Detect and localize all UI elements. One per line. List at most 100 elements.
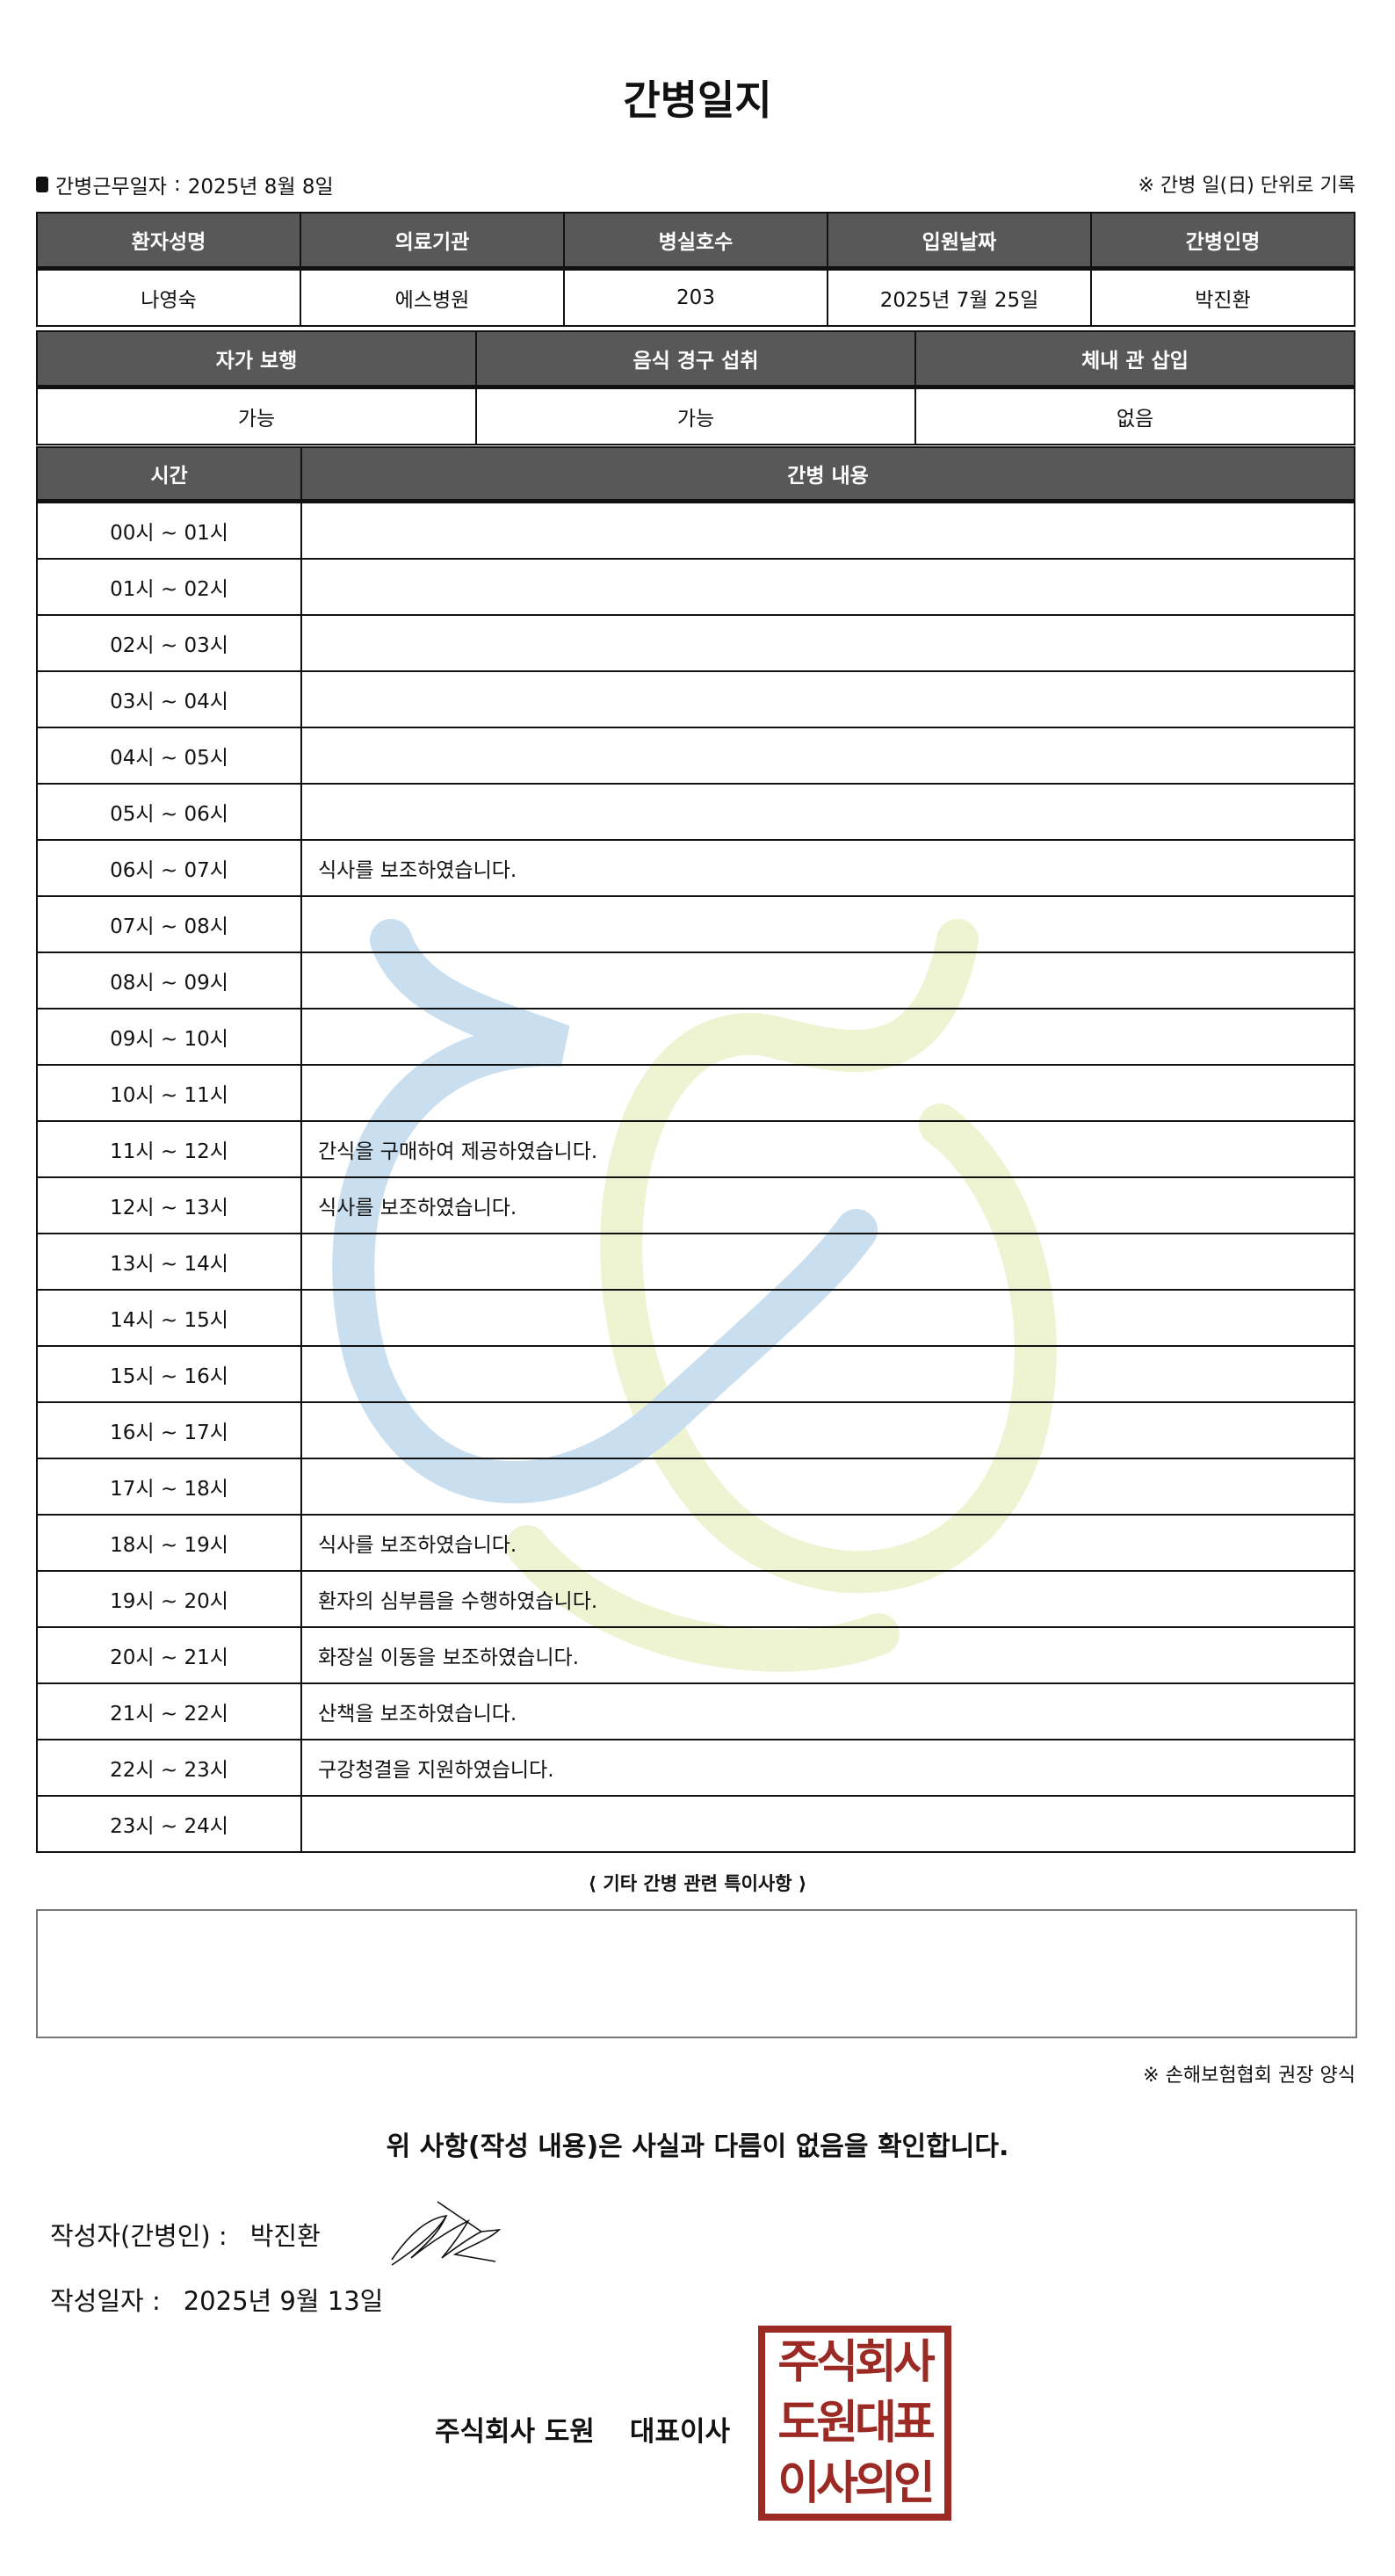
care-content	[300, 1289, 1355, 1347]
form-note: ※ 손해보험협회 권장 양식	[1143, 2065, 1355, 2087]
header-oral-intake: 음식 경구 섭취	[475, 330, 916, 389]
signature	[391, 2201, 502, 2266]
care-content: 화장실 이동을 보조하였습니다.	[300, 1626, 1355, 1684]
special-notes-box	[36, 1909, 1357, 2038]
write-date-value: 2025년 9월 13일	[183, 2286, 384, 2316]
table-row: 10시 ~ 11시	[36, 1064, 1355, 1122]
time-slot: 06시 ~ 07시	[36, 839, 302, 897]
header-time: 시간	[36, 446, 302, 503]
header-care-content: 간병 내용	[300, 446, 1355, 503]
care-log-table: 시간 간병 내용 00시 ~ 01시 01시 ~ 02시 02시 ~ 03시 03시 …	[36, 446, 1355, 1853]
table-row: 09시 ~ 10시	[36, 1008, 1355, 1066]
time-slot: 01시 ~ 02시	[36, 558, 302, 616]
work-date-value: 2025년 8월 8일	[187, 176, 334, 199]
header-patient-name: 환자성명	[36, 212, 301, 271]
time-slot: 11시 ~ 12시	[36, 1120, 302, 1178]
tube-value: 없음	[914, 386, 1355, 445]
write-date-label: 작성일자 :	[50, 2286, 161, 2316]
table-row: 00시 ~ 01시	[36, 500, 1355, 560]
caregiver-name: 박진환	[1090, 267, 1355, 327]
work-date: 간병근무일자 : 2025년 8월 8일	[36, 170, 334, 199]
care-content	[300, 1401, 1355, 1459]
table-row: 14시 ~ 15시	[36, 1289, 1355, 1347]
writer-name: 박진환	[249, 2221, 321, 2251]
company-name: 주식회사 도원	[435, 2416, 595, 2448]
time-slot: 22시 ~ 23시	[36, 1739, 302, 1797]
seal-line: 도원대표	[777, 2396, 935, 2449]
table-row: 18시 ~ 19시 식사를 보조하였습니다.	[36, 1514, 1355, 1572]
time-slot: 18시 ~ 19시	[36, 1514, 302, 1572]
walking-value: 가능	[36, 386, 477, 445]
header-hospital: 의료기관	[300, 212, 565, 271]
care-content: 구강청결을 지원하였습니다.	[300, 1739, 1355, 1797]
care-content: 식사를 보조하였습니다.	[300, 1514, 1355, 1572]
bullet-icon	[36, 177, 48, 192]
header-walking: 자가 보행	[36, 330, 477, 389]
table-row: 04시 ~ 05시	[36, 727, 1355, 785]
room-number: 203	[563, 267, 828, 327]
time-slot: 21시 ~ 22시	[36, 1682, 302, 1740]
table-row: 03시 ~ 04시	[36, 670, 1355, 728]
header-room: 병실호수	[563, 212, 828, 271]
care-content: 환자의 심부름을 수행하였습니다.	[300, 1570, 1355, 1628]
work-date-label: 간병근무일자	[55, 176, 167, 199]
care-content	[300, 1233, 1355, 1291]
care-content	[300, 1345, 1355, 1403]
time-slot: 07시 ~ 08시	[36, 895, 302, 953]
care-content: 간식을 구매하여 제공하였습니다.	[300, 1120, 1355, 1178]
care-content	[300, 1008, 1355, 1066]
care-content	[300, 952, 1355, 1009]
care-content	[300, 500, 1355, 560]
table-row: 02시 ~ 03시	[36, 614, 1355, 672]
seal-line: 주식회사	[777, 2336, 935, 2390]
time-slot: 20시 ~ 21시	[36, 1626, 302, 1684]
time-slot: 19시 ~ 20시	[36, 1570, 302, 1628]
time-slot: 00시 ~ 01시	[36, 500, 302, 560]
care-content	[300, 783, 1355, 841]
hospital: 에스병원	[300, 267, 565, 327]
table-row: 22시 ~ 23시 구강청결을 지원하였습니다.	[36, 1739, 1355, 1797]
care-log-body: 00시 ~ 01시 01시 ~ 02시 02시 ~ 03시 03시 ~ 04시 04시 …	[36, 500, 1355, 1853]
table-row: 15시 ~ 16시	[36, 1345, 1355, 1403]
unit-note: ※ 간병 일(日) 단위로 기록	[1138, 175, 1356, 197]
time-slot: 16시 ~ 17시	[36, 1401, 302, 1459]
care-content	[300, 895, 1355, 953]
patient-info-table: 환자성명 의료기관 병실호수 입원날짜 간병인명 나영숙 에스병원 203 20…	[36, 212, 1355, 327]
care-content	[300, 1064, 1355, 1122]
company-title: 대표이사	[629, 2416, 731, 2448]
care-content: 식사를 보조하였습니다.	[300, 839, 1355, 897]
special-notes-label: ⟨ 기타 간병 관련 특이사항 ⟩	[588, 1873, 807, 1894]
table-row: 05시 ~ 06시	[36, 783, 1355, 841]
write-date: 작성일자 : 2025년 9월 13일	[50, 2281, 383, 2318]
company-seal: 주식회사 도원대표 이사의인	[758, 2326, 951, 2521]
patient-name: 나영숙	[36, 267, 301, 327]
table-row: 21시 ~ 22시 산책을 보조하였습니다.	[36, 1682, 1355, 1740]
header-tube: 체내 관 삽입	[914, 330, 1355, 389]
patient-status-table: 자가 보행 음식 경구 섭취 체내 관 삽입 가능 가능 없음	[36, 330, 1355, 445]
work-date-separator: :	[173, 173, 181, 196]
care-content	[300, 1795, 1355, 1853]
table-row: 23시 ~ 24시	[36, 1795, 1355, 1853]
time-slot: 05시 ~ 06시	[36, 783, 302, 841]
table-row: 07시 ~ 08시	[36, 895, 1355, 953]
time-slot: 09시 ~ 10시	[36, 1008, 302, 1066]
care-content: 식사를 보조하였습니다.	[300, 1176, 1355, 1234]
page-title: 간병일지	[623, 76, 772, 124]
time-slot: 17시 ~ 18시	[36, 1458, 302, 1516]
time-slot: 13시 ~ 14시	[36, 1233, 302, 1291]
table-row: 20시 ~ 21시 화장실 이동을 보조하였습니다.	[36, 1626, 1355, 1684]
table-row: 12시 ~ 13시 식사를 보조하였습니다.	[36, 1176, 1355, 1234]
table-row: 19시 ~ 20시 환자의 심부름을 수행하였습니다.	[36, 1570, 1355, 1628]
table-row: 06시 ~ 07시 식사를 보조하였습니다.	[36, 839, 1355, 897]
care-content	[300, 558, 1355, 616]
time-slot: 15시 ~ 16시	[36, 1345, 302, 1403]
table-row: 08시 ~ 09시	[36, 952, 1355, 1009]
table-row: 13시 ~ 14시	[36, 1233, 1355, 1291]
time-slot: 03시 ~ 04시	[36, 670, 302, 728]
table-row: 01시 ~ 02시	[36, 558, 1355, 616]
oral-intake-value: 가능	[475, 386, 916, 445]
time-slot: 14시 ~ 15시	[36, 1289, 302, 1347]
time-slot: 10시 ~ 11시	[36, 1064, 302, 1122]
time-slot: 02시 ~ 03시	[36, 614, 302, 672]
header-admission-date: 입원날짜	[827, 212, 1092, 271]
